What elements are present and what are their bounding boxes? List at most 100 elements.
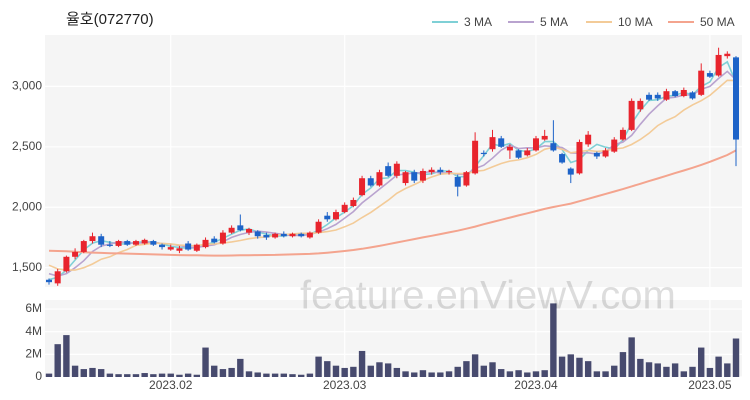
- x-tick-label: 2023.03: [323, 378, 367, 392]
- candle-body: [689, 92, 696, 99]
- volume-bar: [280, 373, 287, 377]
- volume-bar: [663, 366, 670, 377]
- candle-body: [541, 135, 548, 140]
- volume-bar: [550, 303, 557, 377]
- volume-bar: [671, 363, 679, 377]
- candle-body: [654, 94, 661, 99]
- volume-bar: [367, 365, 374, 377]
- candle-body: [185, 243, 192, 250]
- volume-bar: [193, 374, 201, 377]
- volume-bar: [428, 372, 435, 377]
- volume-bar: [271, 373, 279, 377]
- volume-bar: [176, 374, 183, 377]
- candle-body: [576, 141, 583, 174]
- candle-body: [680, 89, 687, 97]
- candle-body: [715, 54, 722, 76]
- candle-body: [98, 236, 105, 245]
- watermark: feature.enViewV.com: [300, 274, 676, 318]
- volume-bar: [454, 366, 461, 377]
- legend-label: 3 MA: [464, 15, 492, 29]
- y-tick-label: 3,000: [12, 79, 42, 93]
- volume-bar: [89, 367, 96, 377]
- y2-tick-label: 4M: [25, 324, 42, 338]
- candle-body: [446, 170, 453, 173]
- candle-body: [228, 227, 235, 233]
- candle-body: [602, 150, 609, 157]
- volume-bar: [115, 374, 122, 377]
- candle-body: [89, 236, 96, 242]
- candle-body: [663, 91, 670, 100]
- volume-bar: [80, 369, 87, 377]
- volume-bar: [567, 354, 574, 377]
- candle-body: [211, 238, 218, 243]
- candle-body: [611, 139, 618, 152]
- candle-body: [733, 57, 739, 140]
- volume-bar: [558, 356, 566, 377]
- candle-body: [454, 177, 461, 187]
- ma-line: [48, 149, 737, 257]
- candle-body: [480, 152, 487, 155]
- candle-body: [159, 244, 166, 248]
- candle-body: [532, 138, 539, 151]
- volume-bar: [341, 367, 348, 377]
- candle-body: [289, 233, 296, 237]
- candle-body: [367, 178, 374, 186]
- candle-body: [376, 172, 383, 186]
- candle-body: [698, 70, 705, 95]
- volume-bar: [732, 338, 740, 377]
- volume-bar: [384, 363, 392, 377]
- volume-bar: [124, 374, 131, 377]
- legend-label: 10 MA: [618, 15, 653, 29]
- volume-bar: [576, 357, 583, 377]
- candle-body: [124, 241, 131, 245]
- candle-body: [176, 248, 183, 251]
- candle-body: [306, 232, 313, 238]
- candle-body: [385, 166, 392, 176]
- volume-bar: [132, 374, 140, 377]
- volume-bar: [680, 371, 688, 377]
- volume-bar: [602, 371, 609, 377]
- volume-bar: [619, 352, 627, 377]
- candle-body: [411, 172, 418, 181]
- candle-body: [280, 233, 287, 237]
- candle-body: [298, 233, 305, 237]
- candle-body: [393, 163, 400, 176]
- candle-body: [628, 100, 635, 130]
- volume-bar: [498, 369, 505, 377]
- volume-bar: [489, 362, 496, 377]
- candle-body: [150, 241, 157, 245]
- candle-body: [706, 73, 713, 77]
- volume-bar: [158, 373, 166, 377]
- volume-bar: [593, 371, 601, 377]
- volume-bar: [289, 374, 296, 377]
- volume-bar: [515, 370, 522, 377]
- volume-bar: [419, 370, 427, 377]
- candle-body: [646, 94, 653, 100]
- candle-body: [506, 146, 513, 151]
- candle-body: [419, 170, 426, 181]
- volume-bar: [689, 366, 696, 377]
- legend-label: 50 MA: [700, 15, 735, 29]
- candle-body: [193, 244, 200, 251]
- x-tick-label: 2023.02: [149, 378, 193, 392]
- candle-body: [567, 168, 574, 175]
- volume-bar: [63, 335, 70, 377]
- candle-body: [550, 143, 557, 151]
- candle-body: [463, 172, 470, 186]
- candle-body: [202, 239, 209, 248]
- legend-label: 5 MA: [540, 15, 568, 29]
- volume-bar: [402, 371, 409, 377]
- candle-body: [272, 233, 279, 238]
- volume-bar: [254, 372, 261, 377]
- candle-body: [489, 137, 496, 150]
- ma-line: [48, 79, 737, 271]
- volume-bar: [445, 371, 453, 377]
- candle-body: [472, 140, 479, 174]
- volume-bar: [202, 347, 209, 377]
- candle-body: [63, 256, 70, 272]
- volume-bar: [54, 344, 61, 377]
- candle-body: [637, 100, 644, 110]
- y2-tick-label: 6M: [25, 301, 42, 315]
- volume-bar: [297, 374, 305, 377]
- volume-bar: [184, 373, 192, 377]
